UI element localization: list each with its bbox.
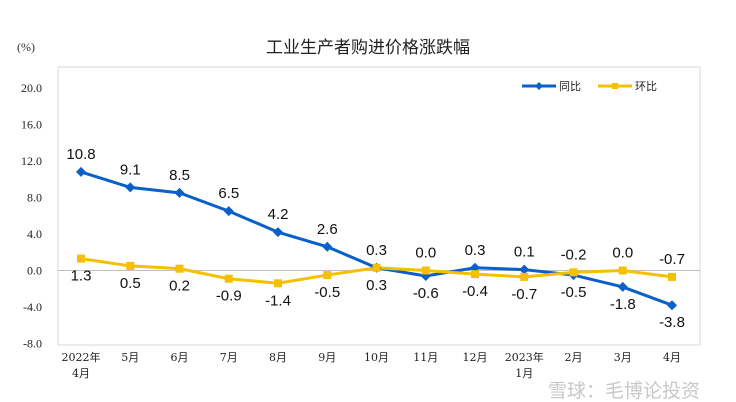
data-point-square <box>618 266 627 275</box>
legend-label: 环比 <box>635 80 657 93</box>
x-tick-label: 12月 <box>463 351 488 364</box>
data-label: 1.3 <box>71 268 92 285</box>
y-tick-label: -4.0 <box>23 300 42 314</box>
y-tick-label: 4.0 <box>27 227 42 241</box>
y-tick-label: 12.0 <box>21 154 42 168</box>
data-point-square <box>520 272 529 281</box>
data-point-diamond <box>667 300 677 311</box>
data-label: -0.7 <box>511 286 537 303</box>
data-label: 9.1 <box>120 161 141 178</box>
data-label: -1.4 <box>265 292 291 309</box>
x-tick-label: 10月 <box>364 351 389 364</box>
data-point-diamond <box>322 241 333 252</box>
data-label: 0.0 <box>415 245 436 262</box>
x-tick-label: 2023年 <box>505 350 544 364</box>
x-tick-label: 1月 <box>515 367 533 380</box>
data-point-square <box>274 279 282 288</box>
data-label: -3.8 <box>659 314 685 331</box>
data-label: 0.3 <box>366 242 387 259</box>
y-tick-label: 8.0 <box>27 190 42 204</box>
x-tick-label: 7月 <box>220 351 238 364</box>
x-tick-label: 6月 <box>171 351 189 364</box>
x-tick-label: 4月 <box>663 351 681 364</box>
x-tick-label: 3月 <box>614 351 632 364</box>
data-label: 0.3 <box>366 277 387 294</box>
data-label: 10.8 <box>66 146 95 163</box>
data-point-square <box>224 274 233 283</box>
data-label: -0.6 <box>413 285 439 302</box>
data-point-diamond <box>519 264 530 275</box>
data-point-diamond <box>125 182 136 193</box>
data-point-diamond <box>76 166 86 177</box>
data-point-square <box>372 263 381 272</box>
legend-marker-square <box>612 83 618 89</box>
data-label: -0.5 <box>314 284 340 301</box>
data-point-diamond <box>174 187 185 198</box>
x-tick-label: 2022年 <box>62 350 101 364</box>
data-label: 0.1 <box>514 244 535 261</box>
data-point-square <box>569 268 578 277</box>
data-point-square <box>175 264 184 273</box>
data-point-square <box>421 266 430 275</box>
x-tick-label: 9月 <box>318 351 336 364</box>
data-label: -0.4 <box>462 283 488 300</box>
plot-area <box>57 66 701 346</box>
data-point-square <box>323 271 332 280</box>
data-label: -0.9 <box>216 288 242 305</box>
y-tick-label: -8.0 <box>23 337 42 351</box>
x-tick-label: 5月 <box>121 351 139 364</box>
data-label: -0.2 <box>561 246 587 263</box>
data-label: 0.3 <box>465 242 486 259</box>
data-label: 2.6 <box>317 221 338 238</box>
data-point-diamond <box>617 281 628 292</box>
data-label: 8.5 <box>169 167 190 184</box>
y-tick-label: 16.0 <box>21 117 42 131</box>
data-point-square <box>668 272 676 281</box>
x-tick-label: 11月 <box>413 351 438 364</box>
data-point-square <box>471 270 479 279</box>
data-point-square <box>126 261 135 270</box>
data-label: 0.2 <box>169 278 190 295</box>
x-tick-label: 2月 <box>565 351 583 364</box>
data-label: -0.5 <box>561 284 587 301</box>
chart-title: 工业生产者购进价格涨跌幅 <box>266 38 470 58</box>
x-tick-label: 4月 <box>72 367 90 380</box>
data-point-diamond <box>223 206 234 217</box>
watermark: 雪球：毛博论投资 <box>548 380 701 402</box>
legend-marker-diamond <box>535 82 543 90</box>
y-tick-label: 0.0 <box>27 264 42 278</box>
data-label: -1.8 <box>610 296 636 313</box>
x-tick-label: 8月 <box>269 351 287 364</box>
data-label: -0.7 <box>659 251 685 268</box>
data-point-square <box>77 254 85 263</box>
data-label: 0.5 <box>120 275 141 292</box>
data-label: 4.2 <box>268 206 289 223</box>
data-label: 0.0 <box>612 245 633 262</box>
legend-label: 同比 <box>559 80 581 93</box>
data-point-diamond <box>273 227 283 238</box>
data-label: 6.5 <box>218 185 239 202</box>
y-axis-unit: (%) <box>17 40 35 54</box>
y-tick-label: 20.0 <box>21 81 42 95</box>
